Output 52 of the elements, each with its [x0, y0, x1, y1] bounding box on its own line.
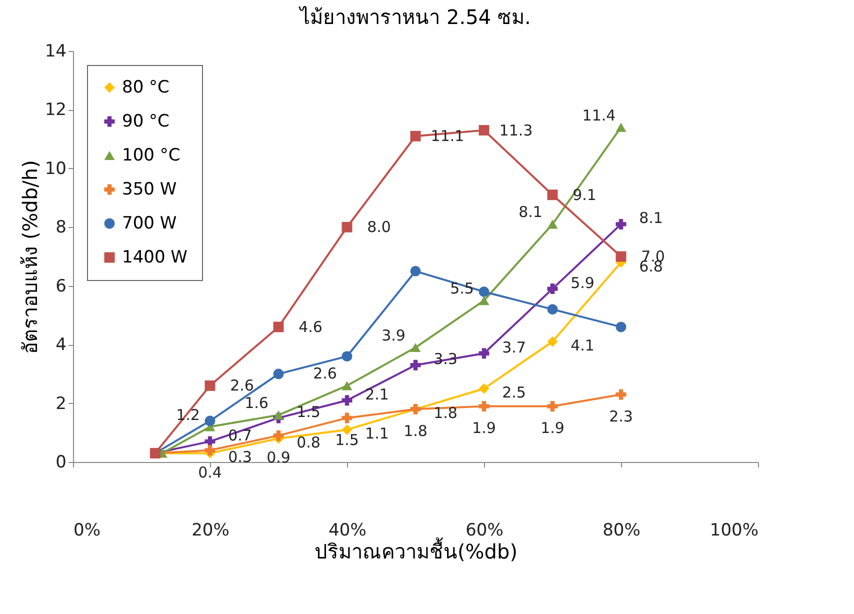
- chart-title: ไม้ยางพาราหนา 2.54 ซม.: [298, 5, 531, 29]
- legend-label: 90 °C: [122, 112, 170, 132]
- data-label: 8.0: [367, 218, 391, 236]
- x-tick-label: 20%: [192, 520, 230, 540]
- x-tick-label: 100%: [710, 520, 758, 540]
- data-label: 3.7: [502, 338, 526, 356]
- data-label: 11.4: [582, 106, 616, 124]
- data-label: 1.5: [335, 430, 359, 449]
- data-label: 0.7: [228, 426, 252, 444]
- data-label: 4.6: [298, 318, 322, 336]
- data-label: 1.9: [472, 419, 496, 438]
- data-label: 0.9: [266, 448, 290, 467]
- data-label: 4.1: [570, 336, 594, 355]
- x-tick-label: 40%: [328, 520, 366, 540]
- legend-label: 1400 W: [122, 248, 188, 268]
- legend-label: 700 W: [122, 214, 177, 234]
- y-tick-label: 14: [44, 42, 66, 62]
- legend-label: 350 W: [122, 180, 177, 200]
- data-label: 1.6: [244, 394, 268, 412]
- data-label: 0.4: [198, 463, 222, 482]
- data-label: 2.1: [365, 385, 389, 404]
- y-tick-label: 8: [56, 218, 66, 238]
- y-tick-label: 6: [56, 276, 66, 296]
- x-tick-label: 0%: [74, 520, 100, 540]
- data-label: 2.6: [313, 364, 337, 383]
- data-label: 1.8: [404, 422, 428, 440]
- data-label: 3.9: [382, 326, 406, 345]
- x-axis-title: ปริมาณความชื้น(%db): [314, 538, 518, 564]
- data-label: 1.8: [434, 404, 458, 422]
- legend-label: 100 °C: [122, 146, 180, 166]
- data-label: 8.1: [639, 209, 663, 228]
- legend-label: 80 °C: [122, 78, 170, 98]
- y-tick-label: 0: [56, 452, 66, 472]
- data-label: 0.3: [228, 448, 252, 466]
- data-label: 2.6: [230, 376, 254, 395]
- x-tick-label: 80%: [602, 520, 640, 540]
- data-label: 1.1: [365, 424, 389, 443]
- data-label: 5.9: [570, 274, 594, 292]
- y-tick-label: 12: [44, 100, 66, 120]
- y-tick-label: 4: [56, 335, 66, 356]
- data-label: 0.8: [296, 434, 320, 452]
- data-label: 8.1: [518, 203, 542, 222]
- y-tick-label: 10: [44, 158, 66, 179]
- data-label: 5.5: [450, 280, 474, 298]
- x-tick-label: 60%: [466, 520, 504, 540]
- data-label: 2.5: [502, 384, 526, 402]
- y-tick-label: 2: [56, 394, 66, 414]
- data-label: 2.3: [609, 407, 633, 426]
- data-label: 1.9: [540, 419, 564, 438]
- y-axis-title: อัตราอบแห้ง (%db/h): [18, 160, 42, 354]
- data-label: 9.1: [572, 186, 596, 204]
- data-label: 11.3: [499, 121, 533, 140]
